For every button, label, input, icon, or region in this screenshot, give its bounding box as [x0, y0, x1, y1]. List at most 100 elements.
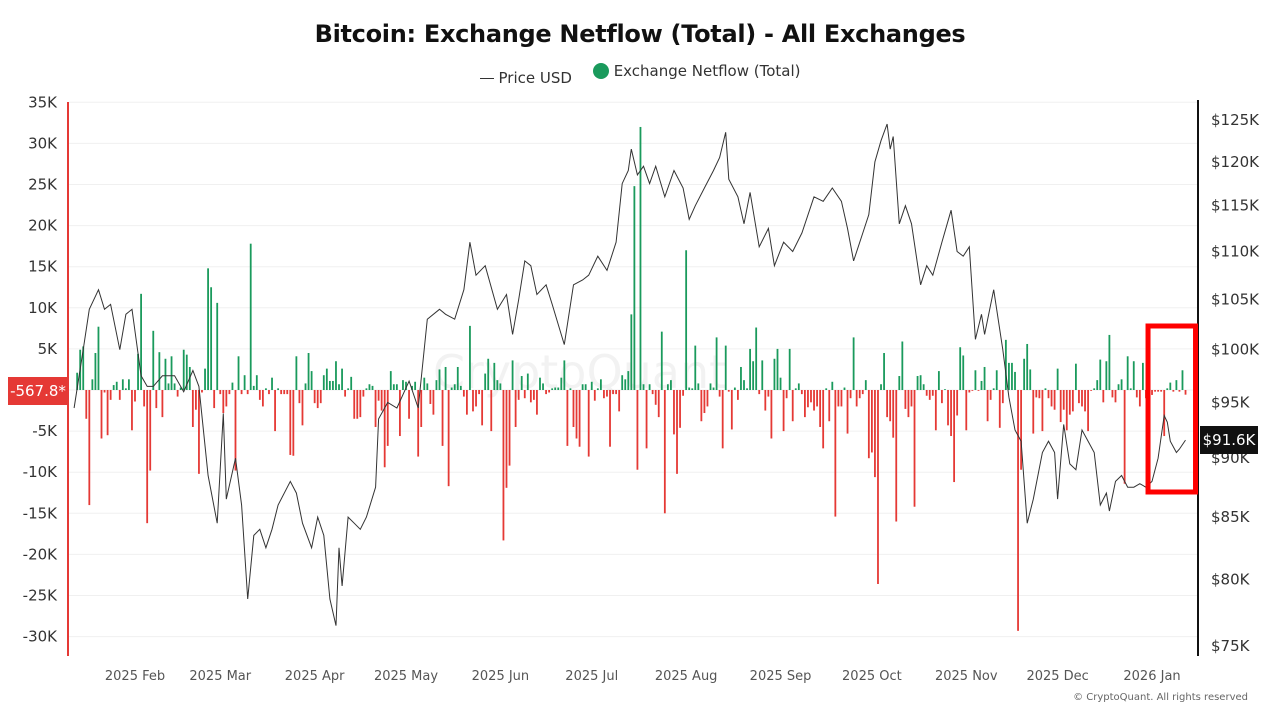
- netflow-bar: [356, 390, 359, 419]
- netflow-bar: [587, 390, 590, 457]
- netflow-bar: [761, 360, 764, 390]
- netflow-bar: [624, 379, 627, 390]
- netflow-bar: [560, 377, 563, 390]
- x-tick-label: 2025 Feb: [105, 669, 165, 684]
- netflow-bar: [810, 390, 812, 403]
- copyright: © CryptoQuant. All rights reserved: [1073, 692, 1248, 703]
- netflow-bar: [554, 387, 557, 390]
- netflow-bar: [1157, 390, 1160, 392]
- netflow-bar: [727, 390, 730, 392]
- netflow-bar: [703, 390, 706, 414]
- netflow-last-value-badge: -567.8*: [8, 377, 68, 405]
- netflow-bar: [712, 387, 715, 390]
- netflow-bar: [673, 390, 675, 435]
- netflow-bar: [487, 358, 490, 390]
- netflow-bar: [472, 390, 474, 412]
- netflow-bar: [277, 388, 280, 390]
- netflow-bar: [347, 388, 350, 390]
- netflow-bar: [843, 387, 846, 390]
- netflow-bar: [134, 390, 136, 402]
- netflow-bar: [179, 387, 182, 390]
- netflow-bar: [462, 390, 465, 397]
- x-tick-label: 2025 Oct: [842, 669, 902, 684]
- netflow-bar: [974, 370, 977, 390]
- netflow-bar: [481, 390, 484, 426]
- netflow-bar: [505, 390, 508, 488]
- netflow-bar: [797, 383, 800, 390]
- netflow-bar: [892, 390, 895, 438]
- netflow-bar: [191, 390, 194, 427]
- left-tick-label: 35K: [28, 93, 58, 111]
- netflow-bar: [283, 390, 286, 395]
- netflow-bar: [563, 360, 566, 390]
- netflow-bar: [685, 250, 688, 390]
- netflow-bar: [606, 390, 608, 397]
- netflow-bar: [310, 371, 313, 390]
- netflow-bar: [335, 361, 337, 390]
- netflow-bar: [152, 330, 155, 390]
- netflow-bar: [1053, 390, 1056, 410]
- netflow-bar: [925, 390, 928, 396]
- netflow-bar: [663, 390, 666, 514]
- netflow-bar: [928, 390, 931, 400]
- netflow-bar: [834, 390, 837, 517]
- netflow-bar: [414, 381, 417, 390]
- netflow-bar: [557, 387, 560, 390]
- netflow-bar: [438, 369, 441, 390]
- netflow-bar: [922, 384, 925, 390]
- netflow-bar: [1141, 362, 1144, 390]
- legend-item-netflow[interactable]: Exchange Netflow (Total): [592, 62, 801, 80]
- netflow-bar: [1132, 361, 1135, 390]
- netflow-bar: [828, 390, 831, 422]
- netflow-bar: [599, 379, 602, 390]
- netflow-bar: [749, 348, 751, 390]
- netflow-bar: [1126, 356, 1129, 390]
- netflow-bar: [1001, 390, 1004, 404]
- netflow-bar: [779, 377, 782, 390]
- netflow-bar: [374, 390, 377, 427]
- netflow-bar: [490, 390, 493, 432]
- right-tick-label: $120K: [1211, 153, 1260, 171]
- highlight-box: [1145, 323, 1199, 495]
- netflow-bar: [730, 390, 733, 430]
- left-tick-label: -30K: [23, 628, 58, 646]
- netflow-bar: [819, 390, 822, 427]
- netflow-bar: [511, 360, 514, 390]
- netflow-bar: [706, 390, 709, 407]
- netflow-bar: [118, 390, 121, 400]
- netflow-bar: [1105, 361, 1108, 390]
- netflow-bar: [1129, 388, 1132, 390]
- netflow-bar: [106, 390, 109, 436]
- netflow-bar: [907, 390, 910, 418]
- netflow-bar: [998, 390, 1001, 428]
- netflow-bar: [1050, 390, 1053, 407]
- legend-item-price[interactable]: Price USD: [479, 69, 572, 87]
- netflow-bar: [499, 383, 502, 390]
- netflow-bar: [246, 390, 249, 395]
- netflow-bar: [575, 390, 578, 439]
- netflow-bar: [82, 346, 85, 390]
- netflow-bar: [1111, 390, 1114, 398]
- netflow-bar: [529, 390, 532, 403]
- netflow-bar: [654, 390, 657, 405]
- netflow-bar: [627, 371, 630, 390]
- netflow-bar: [405, 381, 407, 390]
- netflow-bar: [85, 390, 88, 419]
- netflow-bar: [432, 390, 435, 415]
- netflow-bar: [338, 384, 340, 390]
- netflow-bar: [1026, 343, 1029, 390]
- netflow-bar: [325, 368, 328, 390]
- netflow-bar: [493, 362, 496, 390]
- netflow-bar: [131, 390, 133, 431]
- right-tick-label: $115K: [1211, 197, 1260, 215]
- netflow-bar: [733, 387, 736, 390]
- netflow-bar: [121, 379, 124, 390]
- netflow-bar: [280, 390, 283, 395]
- netflow-bar: [721, 390, 724, 449]
- netflow-bar: [603, 390, 605, 399]
- netflow-bar: [1044, 388, 1047, 390]
- netflow-bar: [1032, 390, 1035, 434]
- netflow-bar: [1017, 390, 1019, 631]
- netflow-bar: [429, 390, 432, 404]
